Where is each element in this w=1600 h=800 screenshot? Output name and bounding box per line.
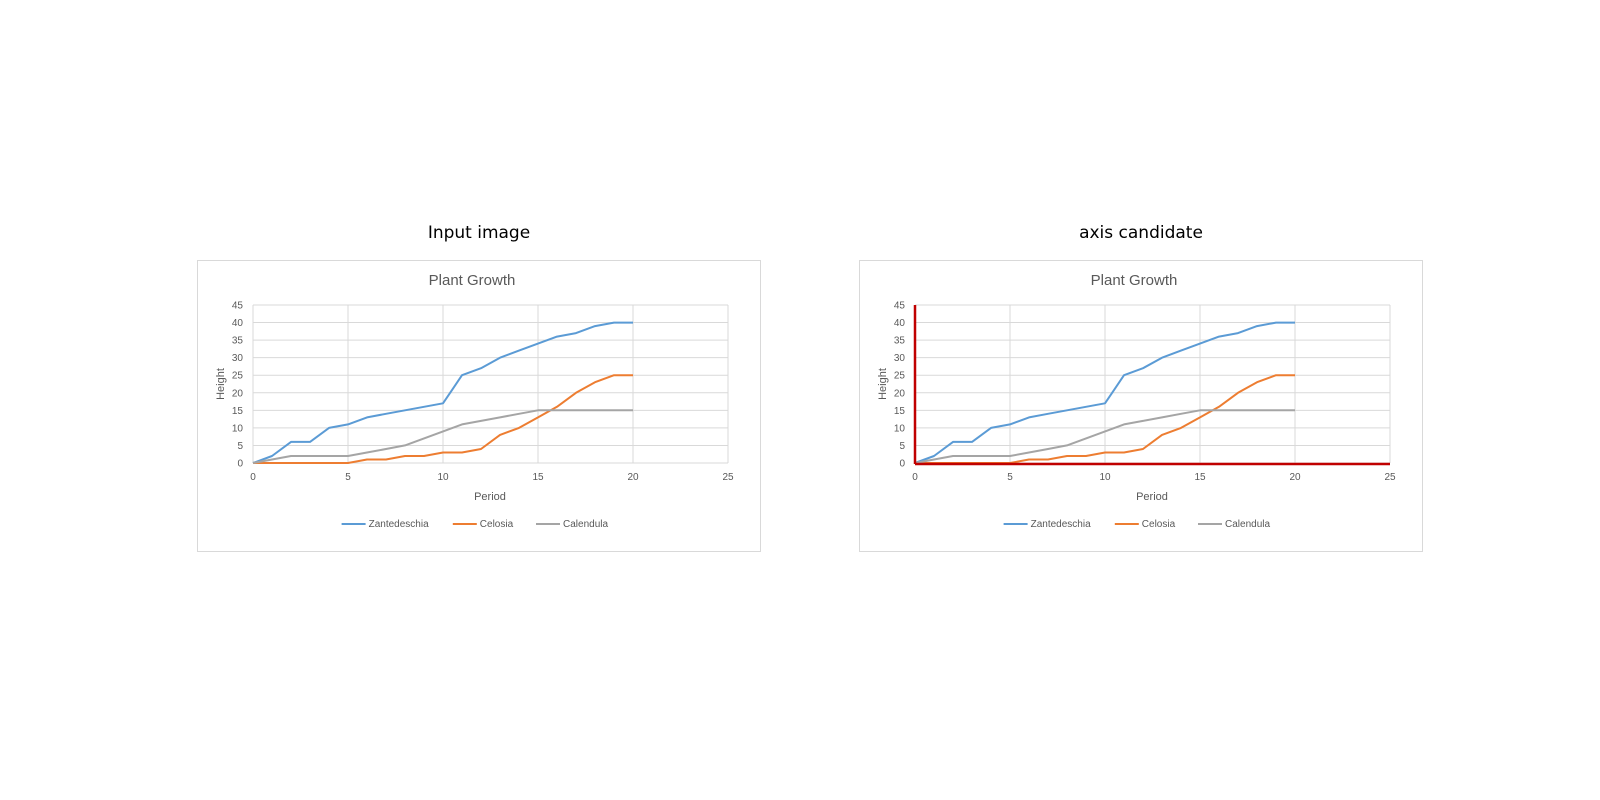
x-tick-label: 20 [1289, 472, 1301, 483]
y-tick-label: 25 [894, 371, 906, 382]
y-axis-label: Height [877, 368, 889, 400]
chart-title: Plant Growth [1091, 272, 1178, 289]
x-tick-label: 15 [532, 472, 544, 483]
x-tick-label: 0 [250, 472, 256, 483]
legend-item-zantedeschia: Zantedeschia [1003, 519, 1091, 530]
y-tick-label: 20 [894, 388, 906, 399]
y-axis-label: Height [215, 368, 227, 400]
y-tick-label: 25 [232, 371, 244, 382]
chart-frame: Plant Growth Period Height 0 5 10 15 20 25 30 3… [859, 260, 1423, 552]
series-line-calendula [252, 409, 633, 464]
y-tick-label: 15 [232, 406, 244, 417]
x-tick-label: 25 [1384, 472, 1396, 483]
legend-item-calendula: Calendula [1198, 519, 1270, 530]
legend-label: Celosia [480, 519, 514, 530]
y-tick-label: 20 [232, 388, 244, 399]
x-tick-label: 0 [912, 472, 918, 483]
x-axis-label: Period [474, 491, 506, 503]
x-tick-label: 5 [1007, 472, 1013, 483]
y-tick-label: 35 [232, 336, 244, 347]
chart-svg: Plant Growth Period Height 0 5 10 15 20 25 30 3… [877, 272, 1396, 530]
y-tick-label: 10 [894, 423, 906, 434]
series-line-celosia [915, 374, 1295, 464]
x-tick-label: 20 [627, 472, 639, 483]
legend-label: Calendula [1225, 519, 1270, 530]
legend-label: Calendula [563, 519, 608, 530]
legend-item-calendula: Calendula [536, 519, 608, 530]
series-line-zantedeschia [914, 321, 1295, 464]
chart-svg: Plant Growth Period Height 0 5 10 15 20 25 30 3… [215, 272, 734, 530]
y-tick-label: 5 [237, 441, 243, 452]
panel-title: Input image [427, 223, 531, 243]
series-line-zantedeschia [252, 321, 633, 464]
y-tick-label: 0 [899, 459, 905, 470]
x-tick-label: 10 [437, 472, 449, 483]
legend-item-zantedeschia: Zantedeschia [341, 519, 429, 530]
y-tick-label: 40 [894, 318, 906, 329]
y-tick-label: 30 [232, 353, 244, 364]
series-line-celosia [253, 374, 633, 464]
y-tick-label: 45 [894, 301, 906, 312]
panel-input-image: Input image Plant Growth Period Height 0… [197, 222, 761, 552]
y-tick-label: 10 [232, 423, 244, 434]
y-tick-label: 15 [894, 406, 906, 417]
x-tick-label: 15 [1194, 472, 1206, 483]
series-line-calendula [914, 409, 1295, 464]
legend-label: Zantedeschia [369, 519, 429, 530]
panel-axis-candidate: axis candidate Plant Growth Period Heigh… [859, 222, 1423, 552]
y-tick-label: 35 [894, 336, 906, 347]
y-tick-label: 40 [232, 318, 244, 329]
x-tick-label: 25 [722, 472, 734, 483]
y-tick-label: 0 [237, 459, 243, 470]
x-tick-label: 10 [1099, 472, 1111, 483]
x-tick-label: 5 [345, 472, 351, 483]
y-tick-label: 5 [899, 441, 905, 452]
panel-title: axis candidate [1079, 223, 1203, 243]
legend-label: Celosia [1142, 519, 1176, 530]
y-tick-label: 45 [232, 301, 244, 312]
chart-title: Plant Growth [429, 272, 516, 289]
x-axis-label: Period [1136, 491, 1168, 503]
legend-item-celosia: Celosia [1114, 519, 1176, 530]
legend-item-celosia: Celosia [452, 519, 514, 530]
chart-frame: Plant Growth Period Height 0 5 10 15 20 25 30 3… [197, 260, 761, 552]
y-tick-label: 30 [894, 353, 906, 364]
legend-label: Zantedeschia [1031, 519, 1091, 530]
